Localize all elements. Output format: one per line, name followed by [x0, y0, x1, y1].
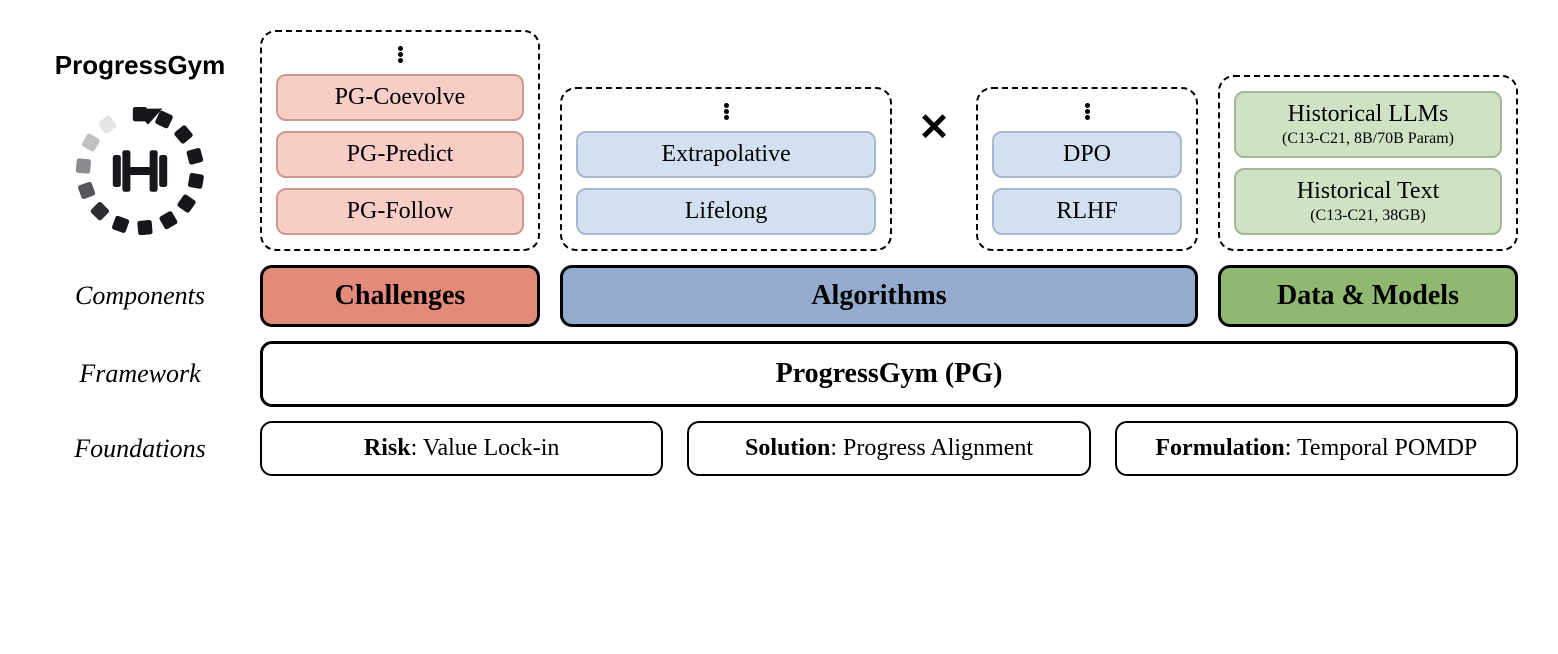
foundation-value: Value Lock-in — [423, 435, 560, 461]
algorithm-item: DPO — [992, 131, 1182, 178]
challenge-item: PG-Follow — [276, 188, 524, 235]
data-models-header: Data & Models — [1218, 265, 1518, 327]
top-groups-row: PG-Coevolve PG-Predict PG-Follow Extrapo… — [260, 30, 1518, 251]
challenge-item: PG-Predict — [276, 131, 524, 178]
foundation-label: Solution — [745, 435, 830, 461]
foundation-box: Solution: Progress Alignment — [687, 421, 1090, 476]
ellipsis-icon — [276, 46, 524, 64]
algorithms-header: Algorithms — [560, 265, 1198, 327]
algorithm-item: RLHF — [992, 188, 1182, 235]
data-models-group: Historical LLMs (C13-C21, 8B/70B Param) … — [1218, 75, 1518, 251]
foundation-label: Formulation — [1155, 435, 1284, 461]
brand-title: ProgressGym — [55, 50, 226, 81]
data-model-title: Historical LLMs — [1288, 101, 1449, 127]
foundations-row: Risk: Value Lock-in Solution: Progress A… — [260, 421, 1518, 476]
row-label-foundations: Foundations — [40, 434, 240, 464]
ellipsis-icon — [576, 103, 876, 121]
row-label-framework: Framework — [40, 359, 240, 389]
challenges-group: PG-Coevolve PG-Predict PG-Follow — [260, 30, 540, 251]
algorithm-item: Extrapolative — [576, 131, 876, 178]
foundation-label: Risk — [364, 435, 411, 461]
framework-box: ProgressGym (PG) — [260, 341, 1518, 407]
data-model-sub: (C13-C21, 38GB) — [1248, 207, 1488, 225]
data-model-title: Historical Text — [1297, 178, 1440, 204]
algorithms-left-group: Extrapolative Lifelong — [560, 87, 892, 251]
foundation-box: Formulation: Temporal POMDP — [1115, 421, 1518, 476]
data-model-item: Historical Text (C13-C21, 38GB) — [1234, 168, 1502, 235]
row-label-components: Components — [40, 281, 240, 311]
logo-area: ProgressGym — [40, 30, 240, 251]
components-row: Challenges Algorithms Data & Models — [260, 265, 1518, 327]
algorithm-item: Lifelong — [576, 188, 876, 235]
foundation-value: Temporal POMDP — [1297, 435, 1477, 461]
challenge-item: PG-Coevolve — [276, 74, 524, 121]
ellipsis-icon — [992, 103, 1182, 121]
data-model-sub: (C13-C21, 8B/70B Param) — [1248, 130, 1488, 148]
foundation-box: Risk: Value Lock-in — [260, 421, 663, 476]
data-model-item: Historical LLMs (C13-C21, 8B/70B Param) — [1234, 91, 1502, 158]
foundation-value: Progress Alignment — [843, 435, 1033, 461]
challenges-header: Challenges — [260, 265, 540, 327]
times-operator-icon: ✕ — [912, 105, 956, 176]
algorithms-right-group: DPO RLHF — [976, 87, 1198, 251]
progressgym-logo-icon — [60, 91, 220, 251]
diagram-root: ProgressGym — [40, 30, 1518, 476]
